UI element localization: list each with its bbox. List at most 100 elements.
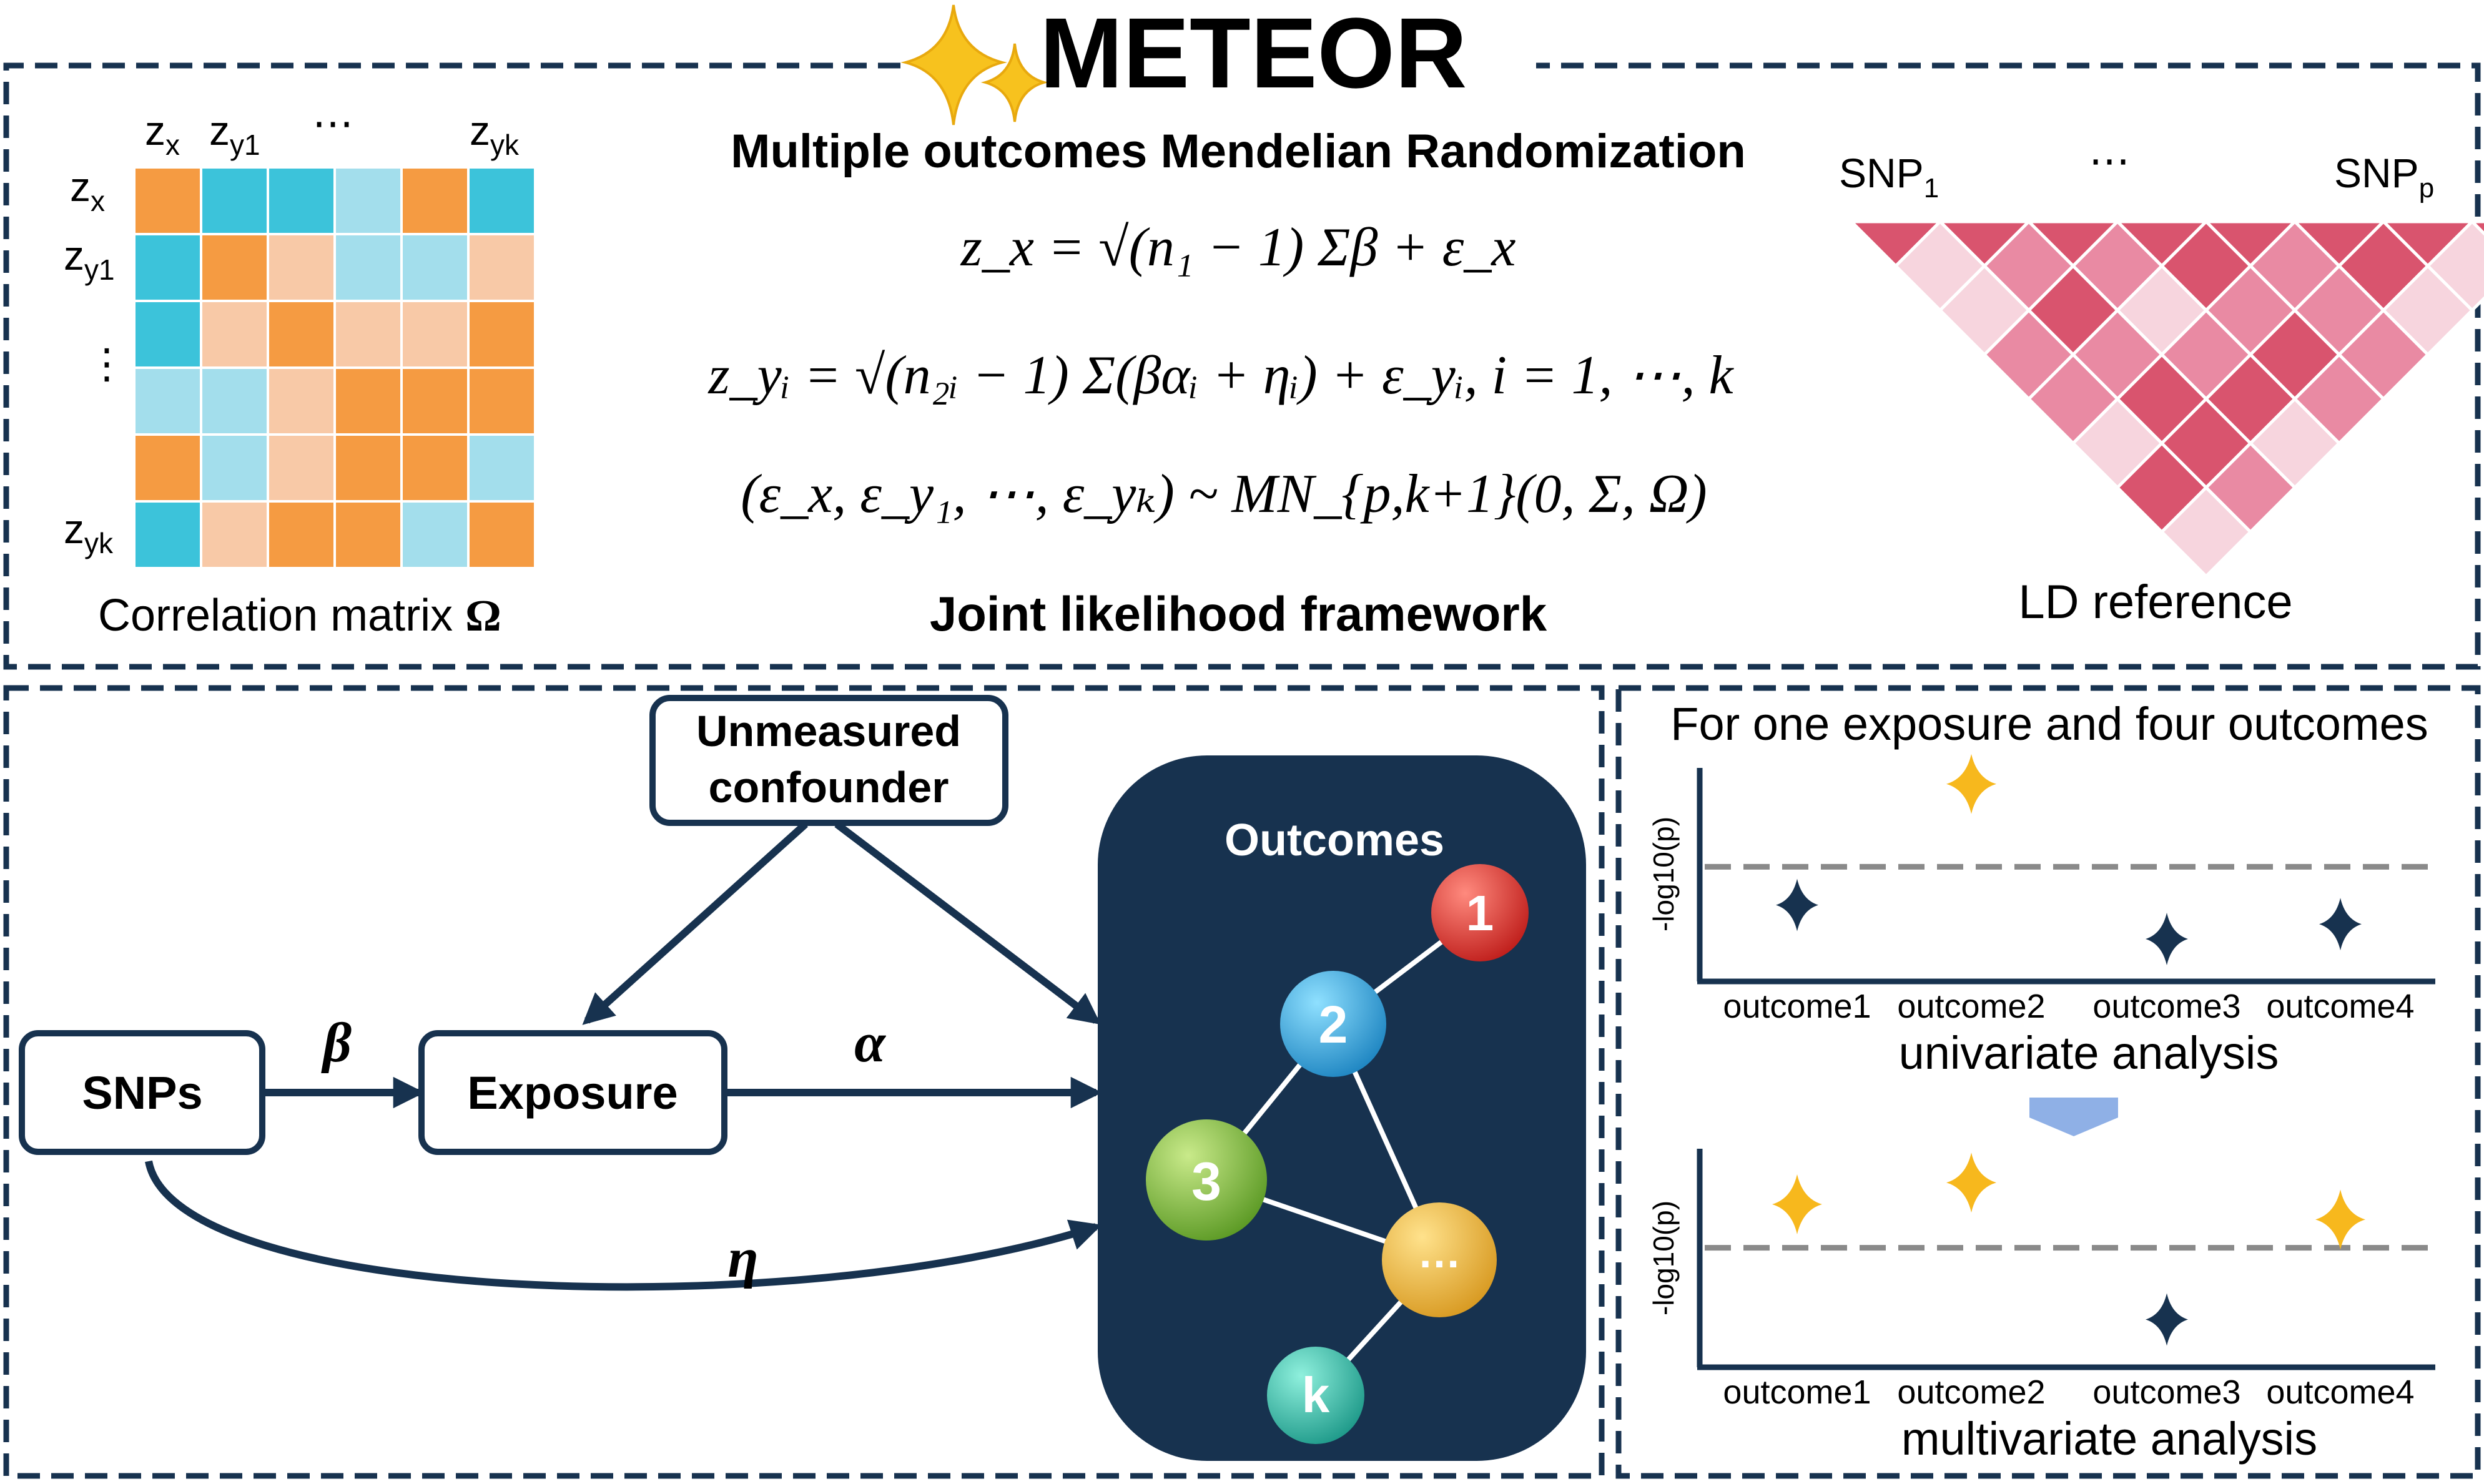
multivariate-title: multivariate analysis [1901,1413,2317,1465]
matrix-column-labels: zx zy1 ⋯ zyk [145,100,520,161]
outcome-node-3: 3 [1146,1119,1267,1241]
multivariate-point-outcome3 [2146,1293,2188,1346]
matrix-row-label-zy1: zy1 [64,232,115,286]
matrix-cell [267,366,336,436]
univariate-point-outcome2 [1946,754,1996,814]
matrix-row-label-ellipsis: ⋮ [86,340,127,386]
matrix-col-label-zx: zx [145,107,180,161]
matrix-cell [467,300,536,369]
matrix-cell [200,500,269,569]
matrix-cell [400,300,470,369]
snps-label: SNPs [82,1067,202,1119]
matrix-cell [400,233,470,302]
bottom-left-panel-frame [3,685,1605,1479]
matrix-cell [267,500,336,569]
matrix-cell [467,500,536,569]
matrix-cell [133,233,202,302]
ld-caption: LD reference [2018,576,2292,629]
outcome-node-2: 2 [1280,971,1386,1077]
snps-box [19,1030,265,1155]
confounder-label-line1: Unmeasured [696,707,961,755]
eta-label: η [727,1227,758,1289]
matrix-cell [267,433,336,503]
matrix-cell [333,433,403,503]
matrix-cell [400,500,470,569]
beta-label: β [321,1012,352,1074]
univariate-tick-outcome4: outcome4 [2266,988,2414,1025]
outcomes-title: Outcomes [1225,815,1444,865]
equation-zx: z_x = √(n₁ − 1) Σβ + ε_x [960,217,1516,278]
svg-text:2: 2 [1319,995,1348,1054]
title: METEOR [1040,0,1467,109]
ld-snp-first-label: SNP1 [1839,150,1939,204]
svg-text:1: 1 [1466,885,1494,941]
funnel-arrow-icon [2029,1098,2118,1136]
svg-text:k: k [1302,1367,1330,1423]
matrix-cell [467,433,536,503]
matrix-cell [400,433,470,503]
matrix-cell [200,166,269,235]
ld-heatmap [1847,219,2484,579]
ld-snp-last-label: SNPp [2334,150,2434,204]
svg-text:3: 3 [1191,1152,1221,1212]
matrix-cell [200,233,269,302]
matrix-cell [400,166,470,235]
matrix-cell [200,300,269,369]
matrix-row-labels: zx zy1 ⋮ zyk [64,164,127,559]
matrix-cell [333,366,403,436]
matrix-cell [133,166,202,235]
univariate-point-outcome1 [1776,878,1818,931]
right-heading: For one exposure and four outcomes [1670,698,2428,750]
multivariate-point-outcome1 [1772,1174,1822,1234]
univariate-tick-outcome1: outcome1 [1723,988,1871,1025]
multivariate-tick-outcome4: outcome4 [2266,1373,2414,1411]
multivariate-tick-outcome2: outcome2 [1897,1373,2045,1411]
matrix-cell [467,166,536,235]
matrix-col-label-zy1: zy1 [209,107,260,161]
univariate-tick-outcome3: outcome3 [2092,988,2240,1025]
top-panel-frame [3,62,2481,670]
outcome-node-k: k [1267,1347,1364,1444]
matrix-cell [267,233,336,302]
outcome-node-1: 1 [1431,864,1529,961]
matrix-cell [333,300,403,369]
method-title: Multiple outcomes Mendelian Randomizatio… [731,125,1746,178]
matrix-cell [133,500,202,569]
matrix-caption: Correlation matrix Ω [98,591,501,641]
title-sparkle-icon [900,4,1049,125]
svg-text:…: … [1417,1228,1461,1277]
equation-distribution: (ε_x, ε_y₁, ⋯, ε_yₖ) ~ MN_{p,k+1}(0, Σ, … [741,464,1707,524]
ld-ellipsis: ⋯ [2089,137,2130,184]
multivariate-tick-outcome3: outcome3 [2092,1373,2240,1411]
arrow-confounder-outcomes [834,821,1102,1025]
multivariate-tick-outcome1: outcome1 [1723,1373,1871,1411]
univariate-ylabel: -log10(p) [1647,817,1680,931]
outcome-node-ellipsis: … [1382,1202,1497,1317]
matrix-cell [467,366,536,436]
confounder-box [649,695,1008,826]
matrix-col-label-zyk: zyk [470,107,520,161]
matrix-row-label-zx: zx [70,164,105,217]
arrow-confounder-exposure [582,821,809,1025]
multivariate-point-outcome4 [2315,1189,2365,1250]
correlation-matrix [133,166,536,569]
equation-zy: z_yᵢ = √(n₂ᵢ − 1) Σ(βαᵢ + ηᵢ) + ε_yᵢ, i … [707,345,1734,406]
bottom-right-panel-frame [1615,685,2481,1479]
arrow-snps-outcomes [145,1160,1102,1291]
matrix-cell [133,433,202,503]
univariate-title: univariate analysis [1899,1027,2279,1079]
matrix-cell [333,500,403,569]
matrix-cell [267,300,336,369]
multivariate-plot: -log10(p) outcome1 outcome2 outcome3 outcom… [1647,1149,2435,1465]
matrix-cell [467,233,536,302]
ld-cell [2159,485,2253,579]
matrix-cell [133,300,202,369]
alpha-label: α [854,1012,886,1074]
matrix-cell [333,233,403,302]
matrix-cell [333,166,403,235]
matrix-cell [200,366,269,436]
matrix-row-label-zyk: zyk [64,506,114,559]
exposure-box [418,1030,727,1155]
causal-diagram: Unmeasured confounder SNPs Exposure β α … [19,695,1586,1461]
